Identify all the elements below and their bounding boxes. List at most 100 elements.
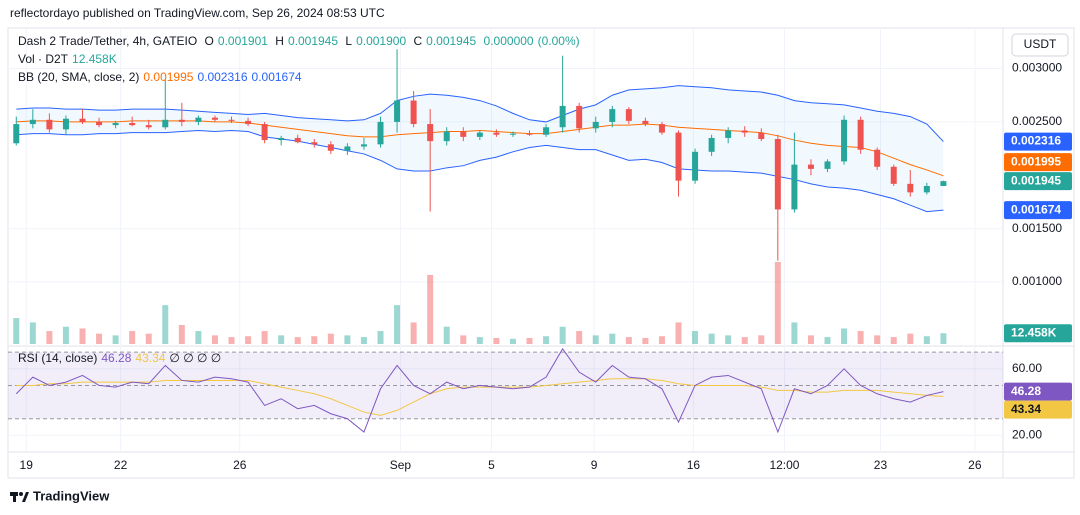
volume-bar [642, 337, 649, 344]
y-tick-label: 0.001500 [1012, 221, 1062, 235]
candle-body [791, 164, 798, 210]
volume-bar [245, 336, 252, 344]
volume-bar [427, 274, 434, 344]
volume-bar [211, 335, 218, 344]
volume-bar [327, 333, 334, 344]
legend-row: Vol · D2T 12.458K [18, 50, 584, 68]
candle-body [145, 125, 152, 128]
volume-bar [841, 328, 848, 344]
ohlc-key: O [204, 34, 214, 48]
candle-body [162, 119, 169, 128]
candle-body [245, 120, 252, 125]
high: 0.001945 [287, 34, 339, 48]
volume-bar [741, 337, 748, 344]
volume-bar [145, 333, 152, 344]
candle-body [96, 121, 103, 126]
x-tick-label: Sep [390, 458, 412, 472]
candle-body [758, 132, 765, 140]
price-badge-label: 0.001995 [1011, 154, 1061, 168]
x-tick-label: 12:00 [769, 458, 799, 472]
bb-basis: 0.001995 [143, 70, 194, 84]
legend-row: Dash 2 Trade/Tether, 4h, GATEIO O 0.00190… [18, 32, 584, 50]
candle-body [559, 105, 566, 128]
volume-bar [543, 336, 550, 344]
candle-body [874, 149, 881, 167]
volume-badge-label: 12.458K [1011, 325, 1057, 339]
currency[interactable]: USDT [1024, 37, 1057, 51]
candle-body [261, 124, 268, 141]
footer: TradingView [33, 488, 110, 503]
volume-bar [625, 337, 632, 344]
volume-bar [278, 335, 285, 344]
candle-body [940, 181, 947, 186]
candle-body [857, 119, 864, 150]
price-badge [1004, 153, 1072, 172]
candle-body [476, 132, 483, 137]
candle-body [211, 117, 218, 120]
x-tick-label: 9 [591, 458, 598, 472]
candle-body [841, 119, 848, 162]
candle-body [460, 131, 467, 137]
volume-bar [923, 336, 930, 344]
volume-bar [228, 337, 235, 344]
low: 0.001900 [356, 34, 407, 48]
volume-bar [178, 325, 185, 344]
candle-body [79, 118, 86, 122]
volume-bar [675, 322, 682, 344]
rsi-ma-badge [1004, 400, 1072, 419]
price-badge-label: 0.001674 [1011, 202, 1061, 216]
candle-body [129, 122, 136, 126]
candle-body [311, 142, 318, 145]
candle-body [195, 117, 202, 122]
candle-body [344, 146, 351, 151]
price-badge-label: 0.002316 [1011, 134, 1061, 148]
candle-body [890, 166, 897, 184]
candle-body [443, 131, 450, 142]
volume-bar [874, 335, 881, 344]
candle-body [543, 127, 550, 135]
rsi-value: 46.28 [101, 351, 132, 365]
candle-body [625, 109, 632, 121]
ohlc-key: H [275, 34, 284, 48]
candle-body [907, 183, 914, 193]
candle-body [13, 124, 20, 144]
volume-bar [907, 333, 914, 344]
x-tick-label: 26 [968, 458, 982, 472]
volume-bar [410, 322, 417, 344]
candle-body [708, 137, 715, 152]
candle-body [609, 109, 616, 122]
candle-body [509, 133, 516, 135]
volume-bar [658, 336, 665, 344]
candle-body [824, 161, 831, 169]
candle-body [526, 133, 533, 135]
candle-body [807, 164, 814, 169]
rsi-name: RSI (14, close) [18, 351, 98, 365]
y-tick-label: 0.002500 [1012, 114, 1062, 128]
ohlc-key: L [345, 34, 353, 48]
price-badge-label: 0.001945 [1011, 173, 1061, 187]
currency-button[interactable] [1011, 33, 1069, 57]
x-tick-label: 22 [114, 458, 128, 472]
y-tick-label: 0.003000 [1012, 61, 1062, 75]
volume-bar [592, 335, 599, 344]
candle-body [725, 130, 732, 138]
price-badge [1004, 382, 1072, 401]
volume-bar [509, 338, 516, 344]
volume-bar [62, 326, 69, 344]
candle-body [774, 139, 781, 210]
volume-bar [526, 337, 533, 344]
candle-body [658, 124, 665, 133]
x-tick-label: 26 [233, 458, 247, 472]
volume-bar [311, 336, 318, 344]
price-badge [1004, 201, 1072, 220]
bb-name: BB (20, SMA, close, 2) [18, 70, 140, 84]
volume-bar [261, 331, 268, 344]
bb-fill [16, 85, 944, 212]
volume-bar [725, 335, 732, 344]
x-tick-label: 23 [874, 458, 888, 472]
volume-bar [576, 331, 583, 344]
candle-body [178, 119, 185, 122]
price-badge [1004, 172, 1072, 191]
